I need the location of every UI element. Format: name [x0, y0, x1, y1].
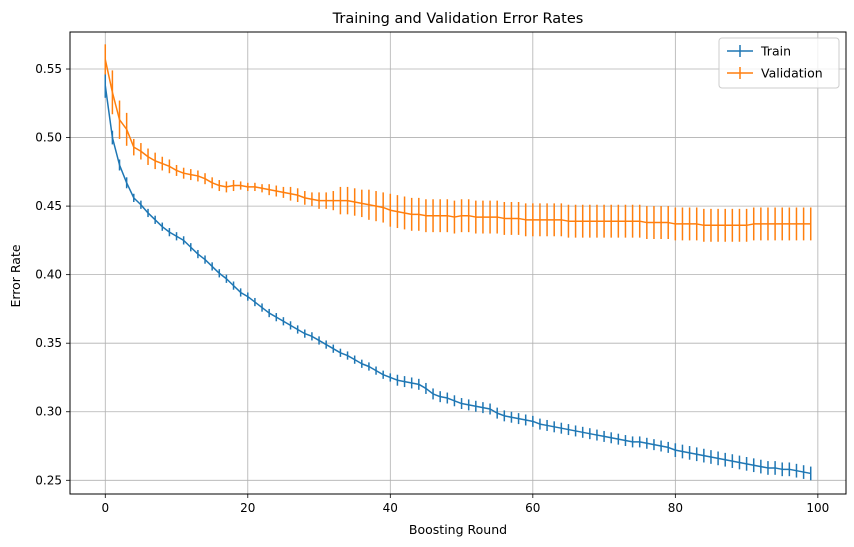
series-line — [104, 85, 811, 475]
x-tick-label: 0 — [101, 501, 109, 515]
chart-title: Training and Validation Error Rates — [332, 11, 584, 27]
x-tick-label: 20 — [240, 501, 255, 515]
x-tick-label: 80 — [668, 501, 683, 515]
y-tick-label: 0.40 — [35, 268, 62, 282]
x-tick-label: 40 — [383, 501, 398, 515]
y-tick-label: 0.30 — [35, 405, 62, 419]
x-tick-label: 60 — [525, 501, 540, 515]
plot-series — [104, 44, 812, 481]
plot-frame — [69, 31, 847, 495]
x-axis-label: Boosting Round — [409, 522, 507, 537]
grid — [70, 32, 846, 494]
legend: Train Validation — [718, 37, 840, 89]
legend-label: Train — [760, 44, 791, 59]
y-tick-label: 0.35 — [35, 336, 62, 350]
series-line — [104, 59, 811, 227]
y-tick-label: 0.50 — [35, 131, 62, 145]
axis-ticks: 0 20 40 60 80 100 0.25 0.30 0.35 0.40 0.45 0.50 0.55 — [35, 62, 829, 515]
legend-label: Validation — [761, 66, 823, 81]
y-axis-label: Error Rate — [8, 244, 23, 307]
x-tick-label: 100 — [806, 501, 829, 515]
series-train — [104, 73, 812, 481]
series-validation — [104, 44, 812, 242]
y-tick-label: 0.45 — [35, 199, 62, 213]
y-tick-label: 0.55 — [35, 62, 62, 76]
y-tick-label: 0.25 — [35, 473, 62, 487]
